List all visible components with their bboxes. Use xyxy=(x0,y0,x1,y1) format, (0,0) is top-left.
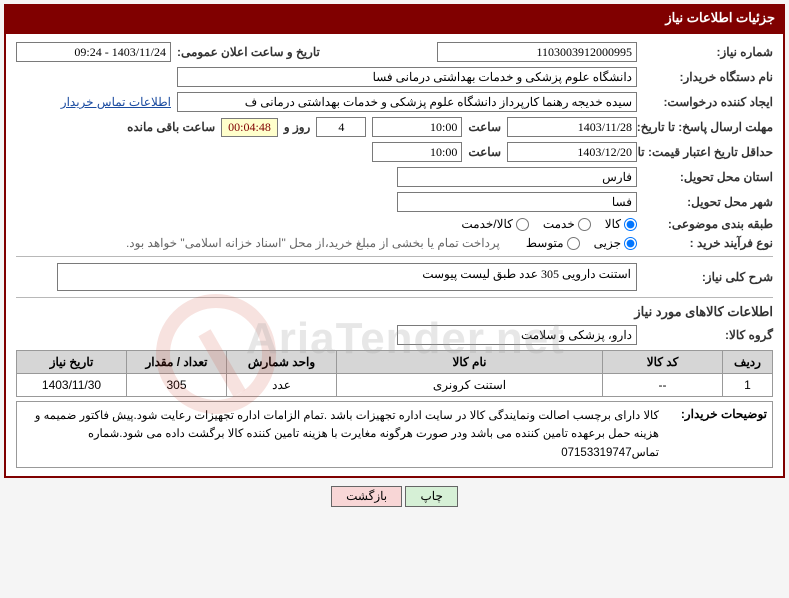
main-panel: AriaTender.net شماره نیاز: تاریخ و ساعت … xyxy=(4,32,785,478)
table-cell: 305 xyxy=(127,374,227,397)
th-qty: تعداد / مقدار xyxy=(127,351,227,374)
radio-partial-input[interactable] xyxy=(624,237,637,250)
goods-info-header: اطلاعات کالاهای مورد نیاز xyxy=(634,304,773,320)
radio-both[interactable]: کالا/خدمت xyxy=(461,217,528,231)
radio-service[interactable]: خدمت xyxy=(543,217,591,231)
goods-group-field[interactable] xyxy=(397,325,637,345)
radio-service-input[interactable] xyxy=(578,218,591,231)
need-number-field[interactable] xyxy=(437,42,637,62)
th-code: کد کالا xyxy=(603,351,723,374)
radio-both-label: کالا/خدمت xyxy=(461,217,512,231)
remaining-label: ساعت باقی مانده xyxy=(127,120,215,134)
separator-2 xyxy=(16,297,773,298)
radio-kala-input[interactable] xyxy=(624,218,637,231)
countdown-timer: 00:04:48 xyxy=(221,118,278,137)
back-button[interactable]: بازگشت xyxy=(331,486,402,507)
table-cell: استنت کرونری xyxy=(337,374,603,397)
print-button[interactable]: چاپ xyxy=(405,486,457,507)
purchase-type-radio-group: جزیی متوسط xyxy=(526,236,637,250)
button-row: چاپ بازگشت xyxy=(4,486,785,507)
radio-medium-input[interactable] xyxy=(567,237,580,250)
announce-date-label: تاریخ و ساعت اعلان عمومی: xyxy=(177,45,320,59)
min-validity-date-field[interactable] xyxy=(507,142,637,162)
creator-label: ایجاد کننده درخواست: xyxy=(643,95,773,109)
radio-kala-label: کالا xyxy=(605,217,621,231)
radio-both-input[interactable] xyxy=(516,218,529,231)
time-label-1: ساعت xyxy=(468,120,501,134)
general-desc-label: شرح کلی نیاز: xyxy=(643,270,773,284)
th-name: نام کالا xyxy=(337,351,603,374)
province-field[interactable] xyxy=(397,167,637,187)
buyer-contact-link[interactable]: اطلاعات تماس خریدار xyxy=(61,95,171,109)
table-cell: -- xyxy=(603,374,723,397)
city-field[interactable] xyxy=(397,192,637,212)
general-desc-field[interactable] xyxy=(57,263,637,291)
radio-medium-label: متوسط xyxy=(526,236,564,250)
province-label: استان محل تحویل: xyxy=(643,170,773,184)
buyer-notes-box: توضیحات خریدار: کالا دارای برچسب اصالت و… xyxy=(16,401,773,468)
radio-kala[interactable]: کالا xyxy=(605,217,637,231)
days-remaining-field[interactable] xyxy=(316,117,366,137)
announce-date-field[interactable] xyxy=(16,42,171,62)
table-cell: 1403/11/30 xyxy=(17,374,127,397)
radio-medium[interactable]: متوسط xyxy=(526,236,580,250)
table-row: 1--استنت کرونریعدد3051403/11/30 xyxy=(17,374,773,397)
buyer-notes-text: کالا دارای برچسب اصالت ونمایندگی کالا در… xyxy=(22,407,659,462)
buyer-notes-label: توضیحات خریدار: xyxy=(667,407,767,462)
table-header-row: ردیف کد کالا نام کالا واحد شمارش تعداد /… xyxy=(17,351,773,374)
creator-field[interactable] xyxy=(177,92,637,112)
need-number-label: شماره نیاز: xyxy=(643,45,773,59)
deadline-send-label: مهلت ارسال پاسخ: تا تاریخ: xyxy=(643,120,773,134)
purchase-note: پرداخت تمام یا بخشی از مبلغ خرید،از محل … xyxy=(126,236,500,250)
category-radio-group: کالا خدمت کالا/خدمت xyxy=(461,217,637,231)
table-cell: عدد xyxy=(227,374,337,397)
radio-partial[interactable]: جزیی xyxy=(594,236,637,250)
radio-partial-label: جزیی xyxy=(594,236,621,250)
th-date: تاریخ نیاز xyxy=(17,351,127,374)
items-table: ردیف کد کالا نام کالا واحد شمارش تعداد /… xyxy=(16,350,773,397)
th-row: ردیف xyxy=(723,351,773,374)
category-label: طبقه بندی موضوعی: xyxy=(643,217,773,231)
goods-group-label: گروه کالا: xyxy=(643,328,773,342)
radio-service-label: خدمت xyxy=(543,217,575,231)
purchase-type-label: نوع فرآیند خرید : xyxy=(643,236,773,250)
th-unit: واحد شمارش xyxy=(227,351,337,374)
deadline-time-field[interactable] xyxy=(372,117,462,137)
separator-1 xyxy=(16,256,773,257)
deadline-date-field[interactable] xyxy=(507,117,637,137)
time-label-2: ساعت xyxy=(468,145,501,159)
table-cell: 1 xyxy=(723,374,773,397)
panel-header: جزئیات اطلاعات نیاز xyxy=(4,4,785,32)
min-validity-label: حداقل تاریخ اعتبار قیمت: تا تاریخ: xyxy=(643,145,773,159)
min-validity-time-field[interactable] xyxy=(372,142,462,162)
buyer-org-field[interactable] xyxy=(177,67,637,87)
buyer-org-label: نام دستگاه خریدار: xyxy=(643,70,773,84)
city-label: شهر محل تحویل: xyxy=(643,195,773,209)
days-and-label: روز و xyxy=(284,120,311,134)
